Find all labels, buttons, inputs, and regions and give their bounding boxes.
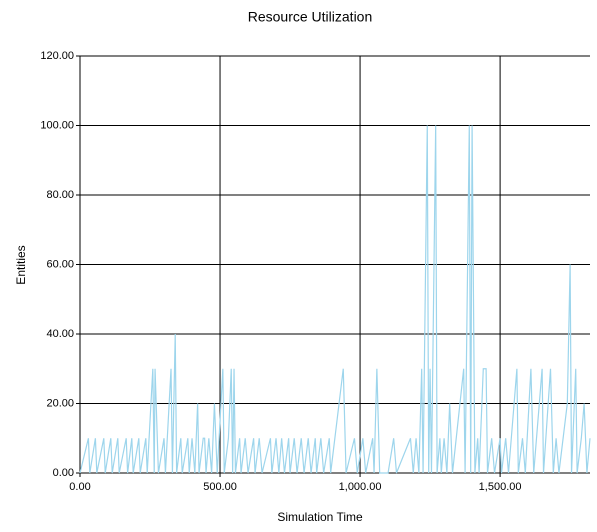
- y-tick-label: 80.00: [46, 189, 74, 201]
- y-tick-label: 100.00: [40, 119, 74, 131]
- y-tick-label: 40.00: [46, 328, 74, 340]
- y-axis-title: Entities: [14, 245, 28, 284]
- y-tick-label: 20.00: [46, 397, 74, 409]
- x-tick-label: 1,500.00: [479, 481, 522, 493]
- x-axis-title: Simulation Time: [277, 510, 363, 524]
- y-tick-label: 120.00: [40, 50, 74, 62]
- y-tick-label: 0.00: [53, 467, 74, 479]
- y-tick-label: 60.00: [46, 258, 74, 270]
- x-tick-label: 1,000.00: [339, 481, 382, 493]
- x-tick-label: 500.00: [203, 481, 237, 493]
- chart-title: Resource Utilization: [248, 9, 373, 25]
- x-tick-label: 0.00: [69, 481, 90, 493]
- data-line: [79, 125, 591, 474]
